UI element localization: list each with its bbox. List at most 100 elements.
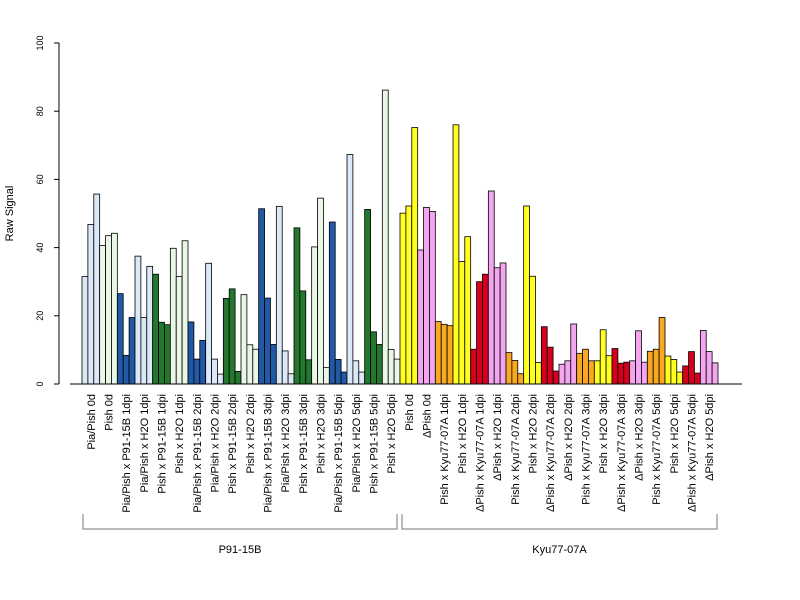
- category-label: Pia/Pish x H2O 3dpi: [280, 394, 292, 492]
- category-label: ΔPish x H2O 1dpi: [492, 394, 504, 481]
- bar: [682, 365, 689, 385]
- bar: [540, 326, 548, 385]
- bar: [193, 358, 201, 385]
- bar: [705, 351, 713, 385]
- bar: [711, 362, 719, 385]
- bar: [134, 255, 142, 385]
- bar: [122, 354, 130, 385]
- category-label: Pish x Kyu77-07A 1dpi: [439, 394, 451, 505]
- bar: [370, 331, 377, 385]
- bar: [470, 348, 477, 385]
- category-label: Pish 0d: [404, 394, 416, 431]
- bar: [405, 205, 413, 385]
- bar: [99, 245, 106, 385]
- category-label: ΔPish x Kyu77-07A 5dpi: [687, 394, 699, 512]
- bar: [552, 370, 560, 385]
- y-tick-label: 80: [35, 106, 45, 116]
- bar: [217, 373, 224, 385]
- category-label: Pish x Kyu77-07A 3dpi: [581, 394, 593, 505]
- category-label: Pish x H2O 3dpi: [316, 394, 328, 473]
- bar: [611, 348, 619, 385]
- bar: [482, 273, 489, 385]
- bars-layer: [81, 89, 719, 385]
- bar: [576, 352, 583, 385]
- bar: [311, 246, 318, 385]
- category-label: Pish x Kyu77-07A 2dpi: [510, 394, 522, 505]
- bar: [387, 349, 395, 385]
- category-label: Pish x P91-15B 2dpi: [227, 394, 239, 494]
- bar: [281, 350, 289, 385]
- bar: [670, 359, 678, 385]
- category-label: ΔPish x H2O 5dpi: [704, 394, 716, 481]
- bar: [270, 344, 277, 385]
- category-label: Pish 0d: [104, 394, 116, 431]
- category-label: Pish x P91-15B 5dpi: [369, 394, 381, 494]
- y-tick-label: 40: [35, 243, 45, 253]
- bar: [664, 355, 672, 385]
- bar: [346, 154, 354, 385]
- bar: [464, 236, 472, 385]
- bar: [505, 352, 513, 385]
- y-tick-label: 0: [35, 381, 45, 386]
- category-label: Pish x H2O 5dpi: [386, 394, 398, 473]
- bar: [358, 371, 366, 385]
- bar: [211, 358, 218, 385]
- bar: [493, 267, 501, 385]
- bar: [699, 330, 707, 385]
- bar: [299, 290, 307, 385]
- bar: [658, 317, 666, 385]
- bar: [641, 361, 648, 385]
- bar: [328, 221, 336, 385]
- bar: [440, 323, 448, 385]
- bar: [105, 235, 112, 385]
- category-labels: Pia/Pish 0d Pish 0d Pia/Pish x P91-15B 1dp…: [86, 394, 716, 513]
- bar: [617, 362, 625, 385]
- bar: [599, 329, 607, 385]
- bar: [564, 360, 572, 385]
- bar: [376, 344, 383, 385]
- category-label: ΔPish x H2O 3dpi: [634, 394, 646, 481]
- bar: [446, 325, 454, 385]
- category-label: Pia/Pish x H2O 1dpi: [139, 394, 151, 492]
- category-label: Pia/Pish x H2O 5dpi: [351, 394, 363, 492]
- category-label: Pish x H2O 5dpi: [669, 394, 681, 473]
- y-tick-label: 60: [35, 174, 45, 184]
- bar: [676, 371, 684, 385]
- category-label: Pia/Pish x P91-15B 3dpi: [263, 394, 275, 513]
- bar: [152, 273, 159, 385]
- bar: [593, 360, 601, 385]
- y-tick-label: 20: [35, 311, 45, 321]
- y-axis: 0 20 40 60 80 100: [35, 35, 60, 387]
- group-bracket: [401, 514, 718, 530]
- category-label: ΔPish x Kyu77-07A 2dpi: [545, 394, 557, 512]
- category-label: Pia/Pish x P91-15B 1dpi: [121, 394, 133, 513]
- bar: [205, 262, 212, 385]
- group-bracket: [82, 514, 398, 530]
- bar: [340, 371, 348, 385]
- category-label: ΔPish x H2O 2dpi: [563, 394, 575, 481]
- group-brackets: P91-15B Kyu77-07A: [82, 514, 718, 556]
- category-label: Pish x H2O 3dpi: [598, 394, 610, 473]
- bar: [111, 232, 118, 385]
- bar: [140, 317, 148, 385]
- bar: [646, 350, 654, 385]
- bar: [275, 205, 283, 385]
- group-label: Kyu77-07A: [532, 544, 587, 556]
- category-label: ΔPish 0d: [422, 394, 434, 438]
- bar: [258, 208, 265, 385]
- bar: [323, 367, 330, 385]
- bar: [529, 275, 536, 385]
- bar: [623, 361, 631, 385]
- category-label: Pish x Kyu77-07A 5dpi: [651, 394, 663, 505]
- bar: [199, 339, 207, 385]
- bar: [264, 297, 271, 385]
- bar: [381, 89, 389, 385]
- bar: [234, 370, 242, 385]
- bar: [169, 247, 177, 385]
- bar: [87, 224, 95, 385]
- bar: [175, 276, 183, 385]
- category-label: ΔPish x Kyu77-07A 3dpi: [616, 394, 628, 512]
- bar: [116, 293, 124, 385]
- bar: [423, 206, 430, 385]
- bar: [511, 360, 519, 385]
